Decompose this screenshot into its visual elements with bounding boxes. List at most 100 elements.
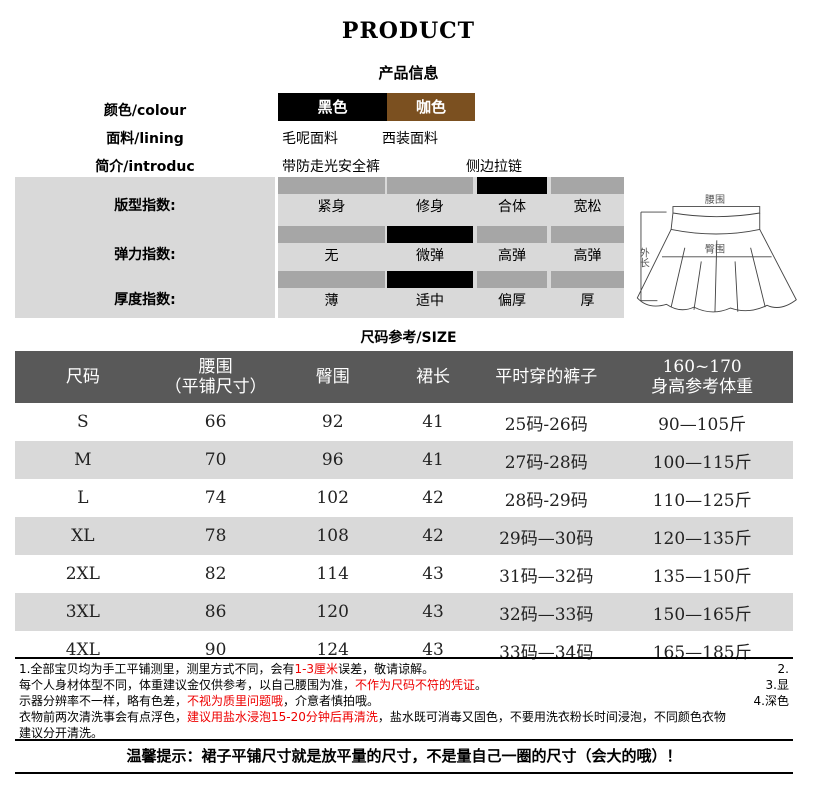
page-title: PRODUCT	[341, 18, 476, 44]
index-bar	[278, 226, 385, 243]
lining-label: 面料/lining	[106, 131, 184, 147]
table-row: M 70 96 41 27码-28码 100—115斤	[15, 441, 793, 479]
note-text: 每个人身材体型不同，体重建议金仅供参考，以自己腰围为准，	[19, 678, 356, 692]
size-cell: 110—125斤	[652, 490, 752, 511]
size-cell: 82	[204, 564, 227, 584]
note-text: 误差，敬请谅解。	[338, 662, 435, 676]
size-cell: 29码—30码	[481, 517, 612, 555]
size-cell: 43	[422, 640, 444, 660]
size-cell: XL	[15, 517, 151, 555]
size-table: 尺码 腰围 （平铺尺寸） 臀围 裙长 平时穿的裤子 160~170 身高参考体重 S 66 92 4…	[15, 351, 793, 669]
product-info-heading: 产品信息	[378, 64, 439, 82]
index-option: 高弹	[573, 248, 602, 264]
note-text: 2.	[777, 662, 789, 676]
lining-value-1: 毛呢面料	[282, 131, 338, 147]
warm-tip: 温馨提示：裙子平铺尺寸就是放平量的尺寸，不是量自己一圈的尺寸（会大的哦）！	[15, 741, 793, 774]
size-heading: 尺码参考/SIZE	[360, 330, 457, 346]
index-bar	[477, 177, 547, 194]
note-text: 示器分辨率不一样，略有色差，	[19, 694, 188, 708]
intro-value-2: 侧边拉链	[466, 159, 522, 175]
diagram-length-label: 外长	[637, 248, 649, 268]
size-cell: 108	[280, 517, 385, 555]
lining-value-2: 西装面料	[382, 131, 438, 147]
size-cell: L	[77, 488, 89, 508]
note-text: 3.显	[765, 678, 789, 692]
index-bar	[278, 271, 385, 288]
table-row: 2XL 82 114 43 31码—32码 135—150斤	[15, 555, 793, 593]
diagram-hip-label: 臀围	[705, 243, 725, 255]
size-cell: 150—165斤	[611, 593, 793, 631]
index-option: 偏厚	[498, 293, 526, 309]
care-notes: 1.全部宝贝均为手工平铺测里，测里方式不同，会有1-3厘米误差，敬请谅解。 2. …	[15, 657, 793, 741]
index-option: 薄	[324, 293, 339, 309]
table-row: S 66 92 41 25码-26码 90—105斤	[15, 403, 793, 441]
size-header: 平时穿的裤子	[481, 351, 612, 403]
index-option: 紧身	[317, 199, 346, 215]
size-cell: 92	[321, 412, 344, 432]
size-cell: 120	[280, 593, 385, 631]
size-header: 160~170 身高参考体重	[611, 351, 793, 403]
index-bar	[551, 226, 624, 243]
index-bar	[387, 226, 473, 243]
note-text: 建议分开清洗。	[19, 726, 104, 740]
index-option: 宽松	[573, 199, 602, 215]
note-text: 4.深色	[753, 694, 789, 708]
index-option: 微弹	[416, 248, 444, 264]
note-text: 1.全部宝贝均为手工平铺测里，测里方式不同，会有	[19, 662, 295, 676]
table-row: 3XL 86 120 43 32码—33码 150—165斤	[15, 593, 793, 631]
index-bar	[387, 271, 473, 288]
size-cell: 120—135斤	[611, 517, 793, 555]
size-cell: 90—105斤	[658, 414, 747, 435]
note-text: 。	[475, 678, 488, 692]
index-option: 厚	[580, 293, 595, 309]
index-option: 适中	[416, 293, 444, 309]
size-cell: 90	[204, 640, 227, 660]
size-cell: 32码—33码	[481, 593, 612, 631]
size-cell: 100—115斤	[611, 441, 793, 479]
size-cell: 42	[422, 488, 444, 508]
size-cell: 27码-28码	[481, 441, 612, 479]
index-label-panel	[15, 177, 275, 318]
index-bar	[278, 177, 385, 194]
note-text: ，盐水既可消毒又固色，不要用洗衣粉长时间浸泡，不同颜色衣物	[377, 710, 726, 724]
size-cell: 135—150斤	[652, 566, 752, 587]
index-label: 弹力指数:	[114, 247, 176, 263]
size-cell: 3XL	[15, 593, 151, 631]
intro-label: 简介/introduc	[95, 159, 195, 175]
size-header: 尺码	[15, 351, 151, 403]
size-cell: 96	[280, 441, 385, 479]
colour-coffee: 咖色	[387, 93, 475, 121]
size-cell: 2XL	[65, 564, 100, 584]
size-cell: 102	[316, 488, 349, 508]
index-grid	[278, 177, 624, 318]
index-bar	[387, 177, 473, 194]
index-bar	[551, 271, 624, 288]
note-highlight: 不视为质里问题哦	[187, 694, 284, 708]
size-cell: 70	[150, 441, 281, 479]
table-row: XL 78 108 42 29码—30码 120—135斤	[15, 517, 793, 555]
index-bar	[477, 226, 547, 243]
size-header: 裙长	[384, 351, 482, 403]
index-option: 修身	[416, 199, 444, 215]
colour-black: 黑色	[278, 93, 387, 121]
size-cell: 43	[384, 593, 482, 631]
size-header: 腰围 （平铺尺寸）	[150, 351, 281, 403]
note-text: ，介意者慎拍哦。	[283, 694, 380, 708]
note-highlight: 1-3厘米	[294, 662, 339, 676]
size-cell: M	[15, 441, 151, 479]
size-cell: 42	[384, 517, 482, 555]
size-cell: 31码—32码	[499, 566, 594, 587]
size-cell: 4XL	[65, 640, 100, 660]
index-bar	[551, 177, 624, 194]
intro-value-1: 带防走光安全裤	[282, 159, 380, 175]
skirt-outline-icon: 腰围 臀围 外长	[636, 194, 797, 313]
size-cell: 43	[422, 564, 444, 584]
index-label: 版型指数:	[114, 198, 176, 214]
diagram-waist-label: 腰围	[705, 194, 725, 206]
size-cell: 78	[150, 517, 281, 555]
index-bar	[477, 271, 547, 288]
size-cell: 41	[422, 412, 444, 432]
size-cell: 41	[384, 441, 482, 479]
size-cell: 86	[150, 593, 281, 631]
